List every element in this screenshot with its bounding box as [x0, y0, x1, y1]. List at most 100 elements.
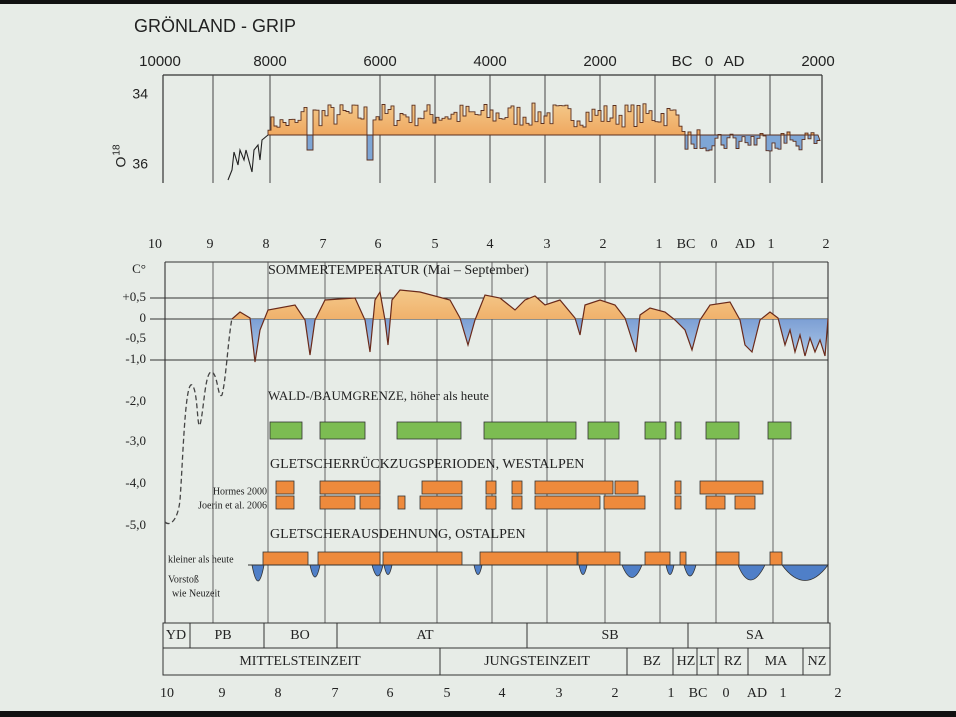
early-curve [227, 134, 269, 181]
dashed-curve [164, 317, 233, 525]
retreat-bar [485, 480, 497, 495]
x-tick-label: 2 [835, 686, 842, 701]
y-tick-label: -5,0 [125, 517, 146, 532]
source-label: Joerin et al. 2006 [198, 500, 267, 511]
retreat-bar [603, 495, 646, 510]
period-label: RZ [724, 654, 742, 669]
period-label: JUNGSTEINZEIT [484, 654, 590, 669]
section-label: WALD-/BAUMGRENZE, höher als heute [268, 388, 489, 403]
retreat-bar [359, 495, 381, 510]
extent-bar [769, 551, 783, 566]
y-title-o: O [113, 156, 129, 167]
retreat-bar [534, 495, 601, 510]
x-tick-label: 6 [375, 237, 382, 252]
x-tick-label: 8 [263, 237, 270, 252]
retreat-bar [674, 480, 682, 495]
forest-bar [587, 421, 620, 440]
x-tick-label: 8000 [253, 53, 286, 70]
extent-bar [262, 551, 309, 566]
period-label: SB [601, 628, 618, 643]
y-tick-label: 0 [140, 310, 147, 325]
forest-bar [674, 421, 682, 440]
x-tick-label: 4 [499, 686, 506, 701]
retreat-bar [485, 495, 497, 510]
x-tick-label: 6000 [363, 53, 396, 70]
retreat-bar [534, 480, 614, 495]
x-tick-label: BC [677, 237, 696, 252]
temperature-outline [231, 289, 829, 363]
extent-bar [382, 551, 463, 566]
y-tick-label: -4,0 [125, 475, 146, 490]
forest-bar [767, 421, 792, 440]
retreat-bar [319, 495, 356, 510]
retreat-bar [275, 495, 295, 510]
legend-note: wie Neuzeit [172, 588, 220, 599]
retreat-bar [734, 495, 756, 510]
x-tick-label: 6 [387, 686, 394, 701]
extent-bar [577, 551, 621, 566]
y-tick-label: +0,5 [122, 289, 146, 304]
x-tick-label: 10 [148, 237, 162, 252]
y-tick-label: -2,0 [125, 393, 146, 408]
x-tick-label: 7 [320, 237, 327, 252]
y-tick-label: -1,0 [125, 351, 146, 366]
y-tick-label: -3,0 [125, 433, 146, 448]
x-tick-label: 1 [668, 686, 675, 701]
warm-area [232, 290, 828, 319]
retreat-bar [705, 495, 726, 510]
top-frame [162, 74, 823, 183]
top-positive-area [268, 103, 818, 135]
forest-bar [396, 421, 462, 440]
period-label: BO [290, 628, 309, 643]
forest-bar [483, 421, 577, 440]
x-tick-label: 7 [332, 686, 339, 701]
period-label: SA [746, 628, 765, 643]
period-label: HZ [677, 654, 696, 669]
retreat-bar [511, 480, 523, 495]
forest-bars [269, 421, 792, 440]
extent-bar [715, 551, 740, 566]
period-label: YD [166, 628, 186, 643]
x-tick-label: 2000 [583, 53, 616, 70]
forest-bar [705, 421, 740, 440]
forest-bar [269, 421, 303, 440]
section-label: SOMMERTEMPERATUR (Mai – September) [268, 263, 529, 278]
x-tick-label: BC [672, 53, 693, 70]
x-tick-label: 9 [207, 237, 214, 252]
x-tick-label: AD [724, 53, 745, 70]
forest-bar [319, 421, 366, 440]
extent-bar [679, 551, 687, 566]
legend-note: Vorstoß [168, 574, 199, 585]
section-label: GLETSCHERRÜCKZUGSPERIODEN, WESTALPEN [270, 455, 584, 472]
y-label: 34 [132, 86, 148, 102]
x-tick-label: 10 [160, 686, 174, 701]
y-tick-label: -0,5 [125, 330, 146, 345]
temperature-curve [231, 289, 829, 363]
period-label: AT [416, 628, 434, 643]
retreat-bar [319, 480, 381, 495]
y-label: 36 [132, 156, 148, 172]
x-tick-label: 5 [444, 686, 451, 701]
x-tick-label: 10000 [139, 53, 181, 70]
x-tick-label: 1 [768, 237, 775, 252]
y-title-sup: 18 [112, 144, 123, 156]
period-label: MITTELSTEINZEIT [239, 654, 361, 669]
x-tick-label: BC [689, 686, 708, 701]
period-label: PB [214, 628, 231, 643]
retreat-bar [511, 495, 523, 510]
period-table [162, 622, 831, 676]
y-title: O 18 [112, 144, 129, 167]
x-tick-label: 0 [705, 53, 713, 70]
period-label: BZ [643, 654, 661, 669]
x-tick-label: 1 [656, 237, 663, 252]
retreat-bar [699, 480, 764, 495]
x-tick-label: 2 [600, 237, 607, 252]
forest-bar [644, 421, 667, 440]
x-tick-label: 5 [432, 237, 439, 252]
x-tick-label: 4 [487, 237, 494, 252]
retreat-bar [397, 495, 406, 510]
top-outline [267, 102, 821, 161]
x-tick-label: AD [735, 237, 755, 252]
retreat-bar [674, 495, 682, 510]
